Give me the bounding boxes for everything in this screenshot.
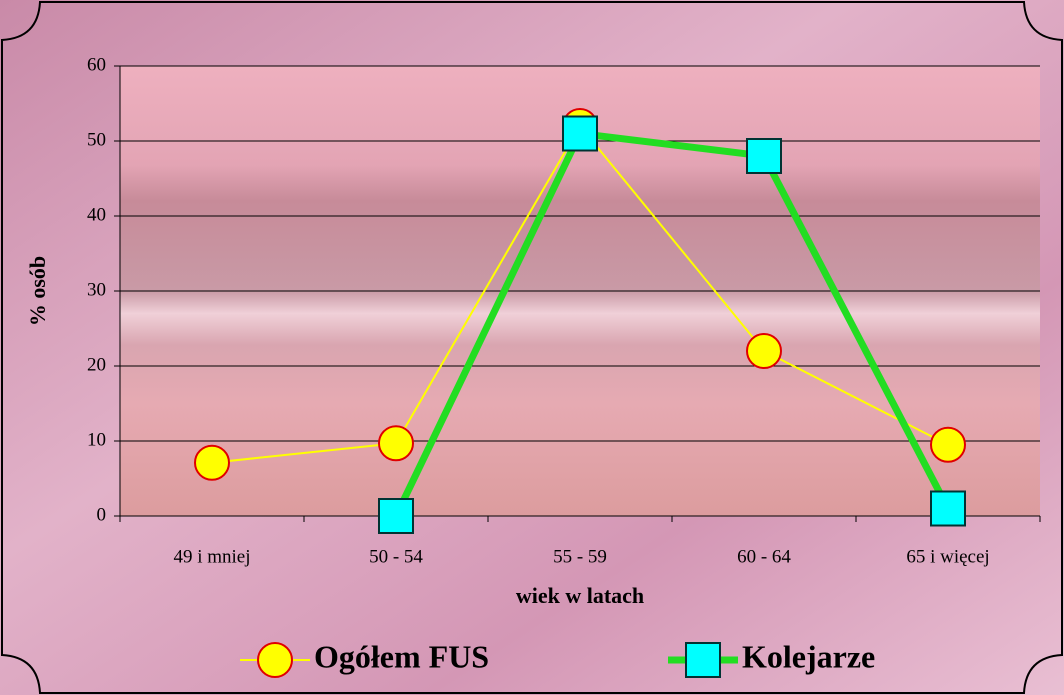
x-tick-label: 60 - 64 [737, 546, 791, 567]
legend-label: Kolejarze [742, 638, 875, 674]
y-tick-label: 40 [87, 204, 106, 225]
data-point [562, 115, 598, 152]
y-tick-label: 0 [97, 504, 107, 525]
x-tick-label: 49 i mniej [173, 546, 250, 567]
data-point [378, 425, 414, 462]
data-point [378, 498, 414, 534]
x-tick-label: 55 - 59 [553, 546, 607, 567]
data-point [194, 444, 230, 481]
y-tick-label: 50 [87, 129, 106, 150]
x-tick-label: 50 - 54 [369, 546, 423, 567]
y-axis-title: % osób [25, 256, 50, 326]
x-tick-label: 65 i więcej [906, 546, 989, 567]
series-line [392, 129, 952, 518]
y-tick-label: 60 [87, 54, 106, 75]
legend-label: Ogółem FUS [314, 638, 489, 674]
data-point [930, 426, 966, 463]
legend-marker [685, 642, 721, 678]
y-tick-label: 20 [87, 354, 106, 375]
data-point [930, 490, 966, 527]
data-point [746, 333, 782, 369]
data-point [746, 138, 782, 174]
y-tick-label: 30 [87, 279, 106, 300]
x-axis-title: wiek w latach [516, 583, 644, 608]
legend-marker [257, 642, 293, 678]
y-tick-label: 10 [87, 429, 106, 450]
